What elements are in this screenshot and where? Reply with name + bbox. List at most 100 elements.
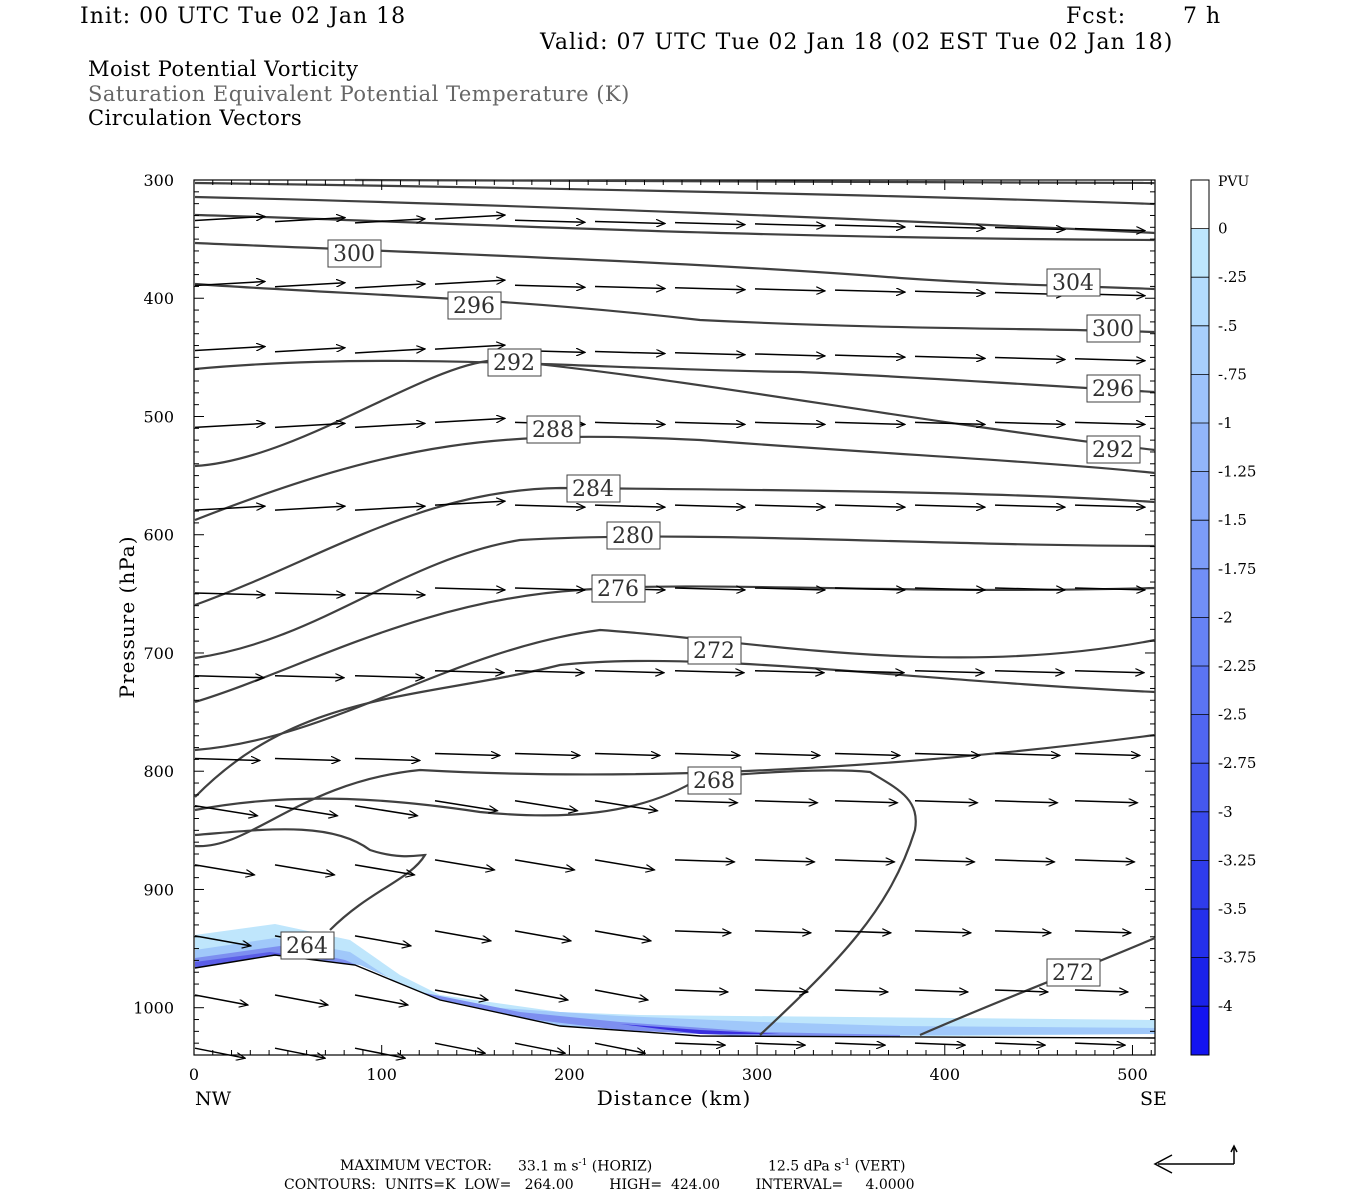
y-axis: 300 400 500 600 700 800 900 1000 <box>133 171 1155 1044</box>
contour-label-264: 264 <box>280 931 335 960</box>
colorbar-swatch <box>1191 374 1209 423</box>
circulation-vector <box>834 290 905 292</box>
circulation-vector <box>914 990 968 992</box>
circulation-vector <box>514 588 585 590</box>
circulation-vector <box>914 801 978 803</box>
y-tick-label: 1000 <box>133 999 174 1018</box>
contour-label-304: 304 <box>1046 268 1101 297</box>
colorbar-swatch <box>1191 228 1209 278</box>
circulation-vector <box>354 349 425 354</box>
circulation-vector <box>594 671 664 673</box>
circulation-vector <box>834 505 905 507</box>
circulation-vector <box>434 501 505 506</box>
colorbar-label: -2.5 <box>1218 706 1247 724</box>
circulation-vector <box>994 588 1065 590</box>
colorbar-swatch <box>1191 909 1209 958</box>
field-title-vectors: Circulation Vectors <box>88 106 303 130</box>
circulation-vector <box>274 805 338 816</box>
x-tick-label: 200 <box>554 1065 585 1084</box>
contour-label-292a: 292 <box>487 348 542 377</box>
circulation-vector <box>754 505 825 507</box>
circulation-vector <box>834 990 888 992</box>
circulation-vector <box>834 1043 885 1045</box>
circulation-vector <box>994 505 1065 507</box>
circulation-vector <box>674 422 745 424</box>
circulation-vector <box>1074 671 1144 673</box>
contours-info: CONTOURS: UNITS=K LOW= 264.00 HIGH= 424.… <box>284 1177 915 1193</box>
colorbar-units: PVU <box>1218 174 1250 190</box>
x-tick-label: 0 <box>189 1065 199 1084</box>
pv-colorbar: 0 -.25 -.5 -.75 -1 -1.25 -1.5 -1.75 -2 -2.25 -2.5 -… <box>1190 179 1256 1056</box>
colorbar-label: -.75 <box>1218 365 1247 383</box>
colorbar-swatch <box>1191 666 1209 715</box>
contour-label-text: 272 <box>693 639 735 664</box>
colorbar-swatch <box>1191 1006 1209 1055</box>
max-vert-exp: -1 <box>841 1158 851 1168</box>
colorbar-label: -2.25 <box>1218 657 1256 675</box>
circulation-vector <box>1074 229 1145 231</box>
circulation-vector <box>594 352 665 354</box>
colorbar-label: -4 <box>1218 997 1233 1015</box>
circulation-vector <box>994 931 1051 933</box>
circulation-vector <box>994 801 1058 803</box>
max-vert-value: 12.5 dPa s <box>768 1158 842 1175</box>
y-tick-label: 500 <box>143 407 174 426</box>
colorbar-swatch <box>1191 714 1209 764</box>
circulation-vector <box>274 348 345 353</box>
contour-label-text: 284 <box>572 477 614 502</box>
circulation-vector <box>994 990 1048 992</box>
circulation-vector <box>914 931 971 933</box>
max-vector-horiz: 33.1 m s-1 (HORIZ) <box>518 1158 652 1175</box>
circulation-vector <box>914 226 985 228</box>
circulation-vector <box>354 994 408 1005</box>
circulation-vector <box>354 219 425 224</box>
circulation-vector <box>274 593 345 595</box>
circulation-vector <box>194 805 258 816</box>
circulation-vector <box>274 218 345 223</box>
reference-vector-icon <box>1153 1144 1238 1174</box>
theta-e-contours <box>194 178 1156 1039</box>
colorbar-label: 0 <box>1218 220 1228 238</box>
colorbar-label: -1 <box>1218 414 1233 432</box>
circulation-vector <box>914 291 985 293</box>
circulation-vector <box>434 588 505 590</box>
contour-label-284: 284 <box>566 474 621 503</box>
circulation-vector <box>514 671 584 673</box>
circulation-vector <box>914 753 980 755</box>
colorbar-swatch <box>1191 568 1209 618</box>
circulation-vector <box>354 805 418 816</box>
contour-label-text: 300 <box>1092 317 1134 342</box>
circulation-vector <box>514 859 575 870</box>
circulation-vector <box>834 671 904 673</box>
circulation-vector <box>674 931 731 933</box>
circulation-vector <box>834 931 891 933</box>
contour-label-text: 300 <box>333 242 375 267</box>
circulation-vector <box>1074 505 1145 507</box>
contour-label-276: 276 <box>591 574 646 603</box>
y-tick-label: 300 <box>143 171 174 190</box>
colorbar-swatch <box>1191 617 1209 666</box>
circulation-vector <box>914 505 985 507</box>
circulation-vector <box>194 994 248 1005</box>
circulation-vector <box>834 860 895 862</box>
max-horiz-unit: (HORIZ) <box>591 1158 653 1175</box>
circulation-vector <box>274 1047 325 1058</box>
circulation-vector <box>674 801 738 803</box>
x-tick-label: 100 <box>366 1065 397 1084</box>
contour-label-text: 296 <box>1092 377 1134 402</box>
circulation-vector <box>194 935 251 946</box>
circulation-vector <box>754 354 825 356</box>
circulation-vector <box>1074 1043 1125 1045</box>
forecast-label: Fcst: <box>1066 4 1127 29</box>
contour-label-280: 280 <box>606 521 661 550</box>
circulation-vector <box>194 282 265 287</box>
circulation-vector <box>994 227 1065 229</box>
circulation-vector <box>914 671 984 673</box>
circulation-vector <box>434 671 504 673</box>
circulation-vector <box>754 753 820 755</box>
circulation-vector <box>194 593 265 595</box>
max-vector-vert: 12.5 dPa s-1 (VERT) <box>768 1158 905 1175</box>
circulation-vector <box>274 758 340 760</box>
circulation-vector <box>594 505 665 507</box>
y-tick-label: 700 <box>143 644 174 663</box>
